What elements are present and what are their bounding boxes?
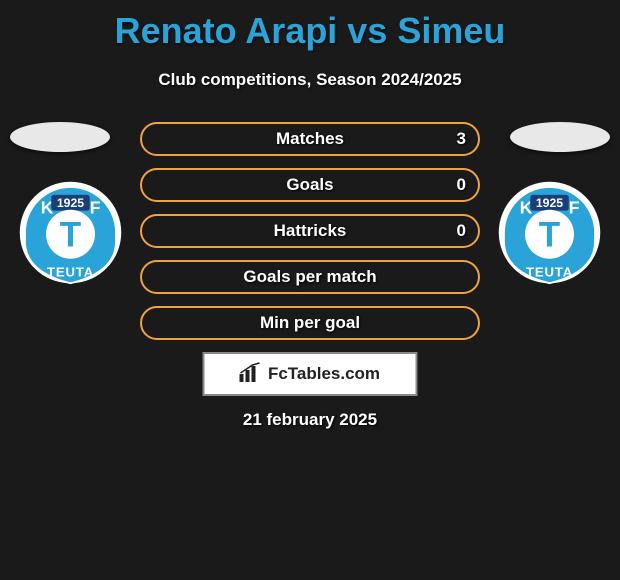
svg-text:T: T xyxy=(539,216,560,255)
stats-container: Matches3Goals0Hattricks0Goals per matchM… xyxy=(140,122,480,352)
stat-label: Hattricks xyxy=(142,216,478,246)
stat-label: Goals per match xyxy=(142,262,478,292)
page-subtitle: Club competitions, Season 2024/2025 xyxy=(0,70,620,90)
stat-value-right: 3 xyxy=(457,124,466,154)
chart-icon xyxy=(240,362,262,387)
stat-row: Hattricks0 xyxy=(140,214,480,248)
page-title: Renato Arapi vs Simeu xyxy=(0,0,620,52)
svg-text:F: F xyxy=(569,197,580,217)
svg-text:TEUTA: TEUTA xyxy=(47,264,94,279)
stat-value-right: 0 xyxy=(457,170,466,200)
branding-text: FcTables.com xyxy=(268,364,380,384)
date-text: 21 february 2025 xyxy=(0,410,620,430)
stat-row: Matches3 xyxy=(140,122,480,156)
stat-value-right: 0 xyxy=(457,216,466,246)
svg-text:1925: 1925 xyxy=(57,196,84,210)
branding-box[interactable]: FcTables.com xyxy=(203,352,418,396)
club-logo-right: K F 1925 T TEUTA xyxy=(497,180,602,285)
stat-label: Min per goal xyxy=(142,308,478,338)
club-logo-left: K F 1925 T TEUTA xyxy=(18,180,123,285)
player-left-avatar xyxy=(10,122,110,152)
svg-text:TEUTA: TEUTA xyxy=(526,264,573,279)
svg-text:T: T xyxy=(60,216,81,255)
stat-label: Matches xyxy=(142,124,478,154)
stat-row: Goals per match xyxy=(140,260,480,294)
stat-label: Goals xyxy=(142,170,478,200)
player-right-avatar xyxy=(510,122,610,152)
svg-text:F: F xyxy=(90,197,101,217)
stat-row: Goals0 xyxy=(140,168,480,202)
stat-row: Min per goal xyxy=(140,306,480,340)
svg-text:1925: 1925 xyxy=(536,196,563,210)
